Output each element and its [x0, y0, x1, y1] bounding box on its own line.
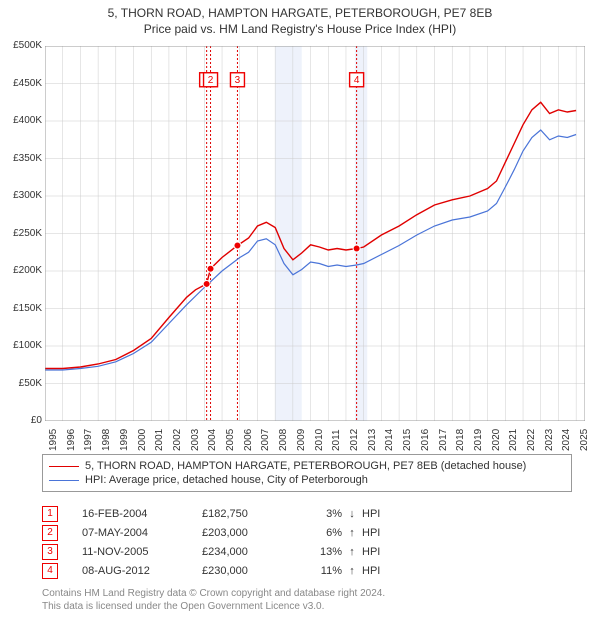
y-tick-label: £200K [2, 265, 42, 276]
x-tick-label: 2006 [243, 429, 254, 451]
svg-text:4: 4 [354, 75, 360, 86]
x-tick-label: 2024 [561, 429, 572, 451]
txn-marker: 4 [42, 563, 58, 579]
x-tick-label: 2005 [225, 429, 236, 451]
x-tick-label: 2023 [544, 429, 555, 451]
x-tick-label: 2014 [384, 429, 395, 451]
y-tick-label: £300K [2, 190, 42, 201]
title-line-2: Price paid vs. HM Land Registry's House … [0, 20, 600, 36]
y-tick-label: £500K [2, 40, 42, 51]
x-tick-label: 2000 [137, 429, 148, 451]
footer: Contains HM Land Registry data © Crown c… [42, 588, 385, 613]
txn-date: 11-NOV-2005 [82, 546, 202, 558]
txn-arrow-icon: ↑ [342, 565, 362, 577]
x-tick-label: 2012 [349, 429, 360, 451]
x-tick-label: 2019 [473, 429, 484, 451]
x-tick-label: 2003 [190, 429, 201, 451]
legend-swatch-subject [49, 466, 79, 467]
x-tick-label: 2011 [331, 429, 342, 451]
txn-price: £182,750 [202, 508, 302, 520]
legend-swatch-hpi [49, 480, 79, 481]
txn-arrow-icon: ↑ [342, 546, 362, 558]
x-tick-label: 1995 [48, 429, 59, 451]
legend-label-hpi: HPI: Average price, detached house, City… [85, 474, 368, 486]
x-tick-label: 2008 [278, 429, 289, 451]
txn-pct: 6% [302, 527, 342, 539]
x-tick-label: 2021 [508, 429, 519, 451]
x-tick-label: 2001 [154, 429, 165, 451]
x-tick-label: 2007 [260, 429, 271, 451]
txn-arrow-icon: ↓ [342, 508, 362, 520]
footer-line-2: This data is licensed under the Open Gov… [42, 601, 385, 614]
y-tick-label: £450K [2, 78, 42, 89]
txn-hpi: HPI [362, 527, 380, 539]
x-tick-label: 2022 [526, 429, 537, 451]
transaction-row: 3 11-NOV-2005£234,00013%↑HPI [42, 542, 380, 561]
svg-text:3: 3 [235, 75, 241, 86]
footer-line-1: Contains HM Land Registry data © Crown c… [42, 588, 385, 601]
x-tick-label: 2002 [172, 429, 183, 451]
x-tick-label: 2009 [296, 429, 307, 451]
txn-date: 08-AUG-2012 [82, 565, 202, 577]
txn-marker: 2 [42, 525, 58, 541]
x-tick-label: 2004 [207, 429, 218, 451]
x-tick-label: 2018 [455, 429, 466, 451]
x-tick-label: 2025 [579, 429, 590, 451]
x-tick-label: 2010 [314, 429, 325, 451]
txn-price: £203,000 [202, 527, 302, 539]
txn-hpi: HPI [362, 508, 380, 520]
x-tick-label: 1999 [119, 429, 130, 451]
y-tick-label: £250K [2, 228, 42, 239]
chart-svg: 1234 [45, 46, 585, 421]
y-tick-label: £0 [2, 415, 42, 426]
txn-date: 07-MAY-2004 [82, 527, 202, 539]
txn-date: 16-FEB-2004 [82, 508, 202, 520]
x-tick-label: 1998 [101, 429, 112, 451]
x-tick-label: 1997 [83, 429, 94, 451]
txn-price: £234,000 [202, 546, 302, 558]
txn-price: £230,000 [202, 565, 302, 577]
transaction-row: 2 07-MAY-2004£203,0006%↑HPI [42, 523, 380, 542]
title-line-1: 5, THORN ROAD, HAMPTON HARGATE, PETERBOR… [0, 6, 600, 20]
y-tick-label: £400K [2, 115, 42, 126]
legend-item-subject: 5, THORN ROAD, HAMPTON HARGATE, PETERBOR… [49, 459, 565, 473]
txn-marker: 1 [42, 506, 58, 522]
legend: 5, THORN ROAD, HAMPTON HARGATE, PETERBOR… [42, 454, 572, 492]
x-tick-label: 1996 [66, 429, 77, 451]
y-tick-label: £150K [2, 303, 42, 314]
y-tick-label: £50K [2, 378, 42, 389]
x-tick-label: 2016 [420, 429, 431, 451]
y-tick-label: £350K [2, 153, 42, 164]
transaction-row: 1 16-FEB-2004£182,7503%↓HPI [42, 504, 380, 523]
txn-hpi: HPI [362, 565, 380, 577]
txn-arrow-icon: ↑ [342, 527, 362, 539]
x-tick-label: 2015 [402, 429, 413, 451]
transactions-table: 116-FEB-2004£182,7503%↓HPI207-MAY-2004£2… [42, 504, 380, 580]
x-tick-label: 2013 [367, 429, 378, 451]
transaction-row: 4 08-AUG-2012£230,00011%↑HPI [42, 561, 380, 580]
price-chart: 1234 [45, 46, 585, 421]
y-tick-label: £100K [2, 340, 42, 351]
txn-pct: 3% [302, 508, 342, 520]
txn-marker: 3 [42, 544, 58, 560]
txn-hpi: HPI [362, 546, 380, 558]
legend-item-hpi: HPI: Average price, detached house, City… [49, 473, 565, 487]
txn-pct: 13% [302, 546, 342, 558]
txn-pct: 11% [302, 565, 342, 577]
legend-label-subject: 5, THORN ROAD, HAMPTON HARGATE, PETERBOR… [85, 460, 526, 472]
svg-text:2: 2 [208, 75, 214, 86]
x-tick-label: 2017 [438, 429, 449, 451]
x-tick-label: 2020 [491, 429, 502, 451]
chart-titles: 5, THORN ROAD, HAMPTON HARGATE, PETERBOR… [0, 0, 600, 36]
